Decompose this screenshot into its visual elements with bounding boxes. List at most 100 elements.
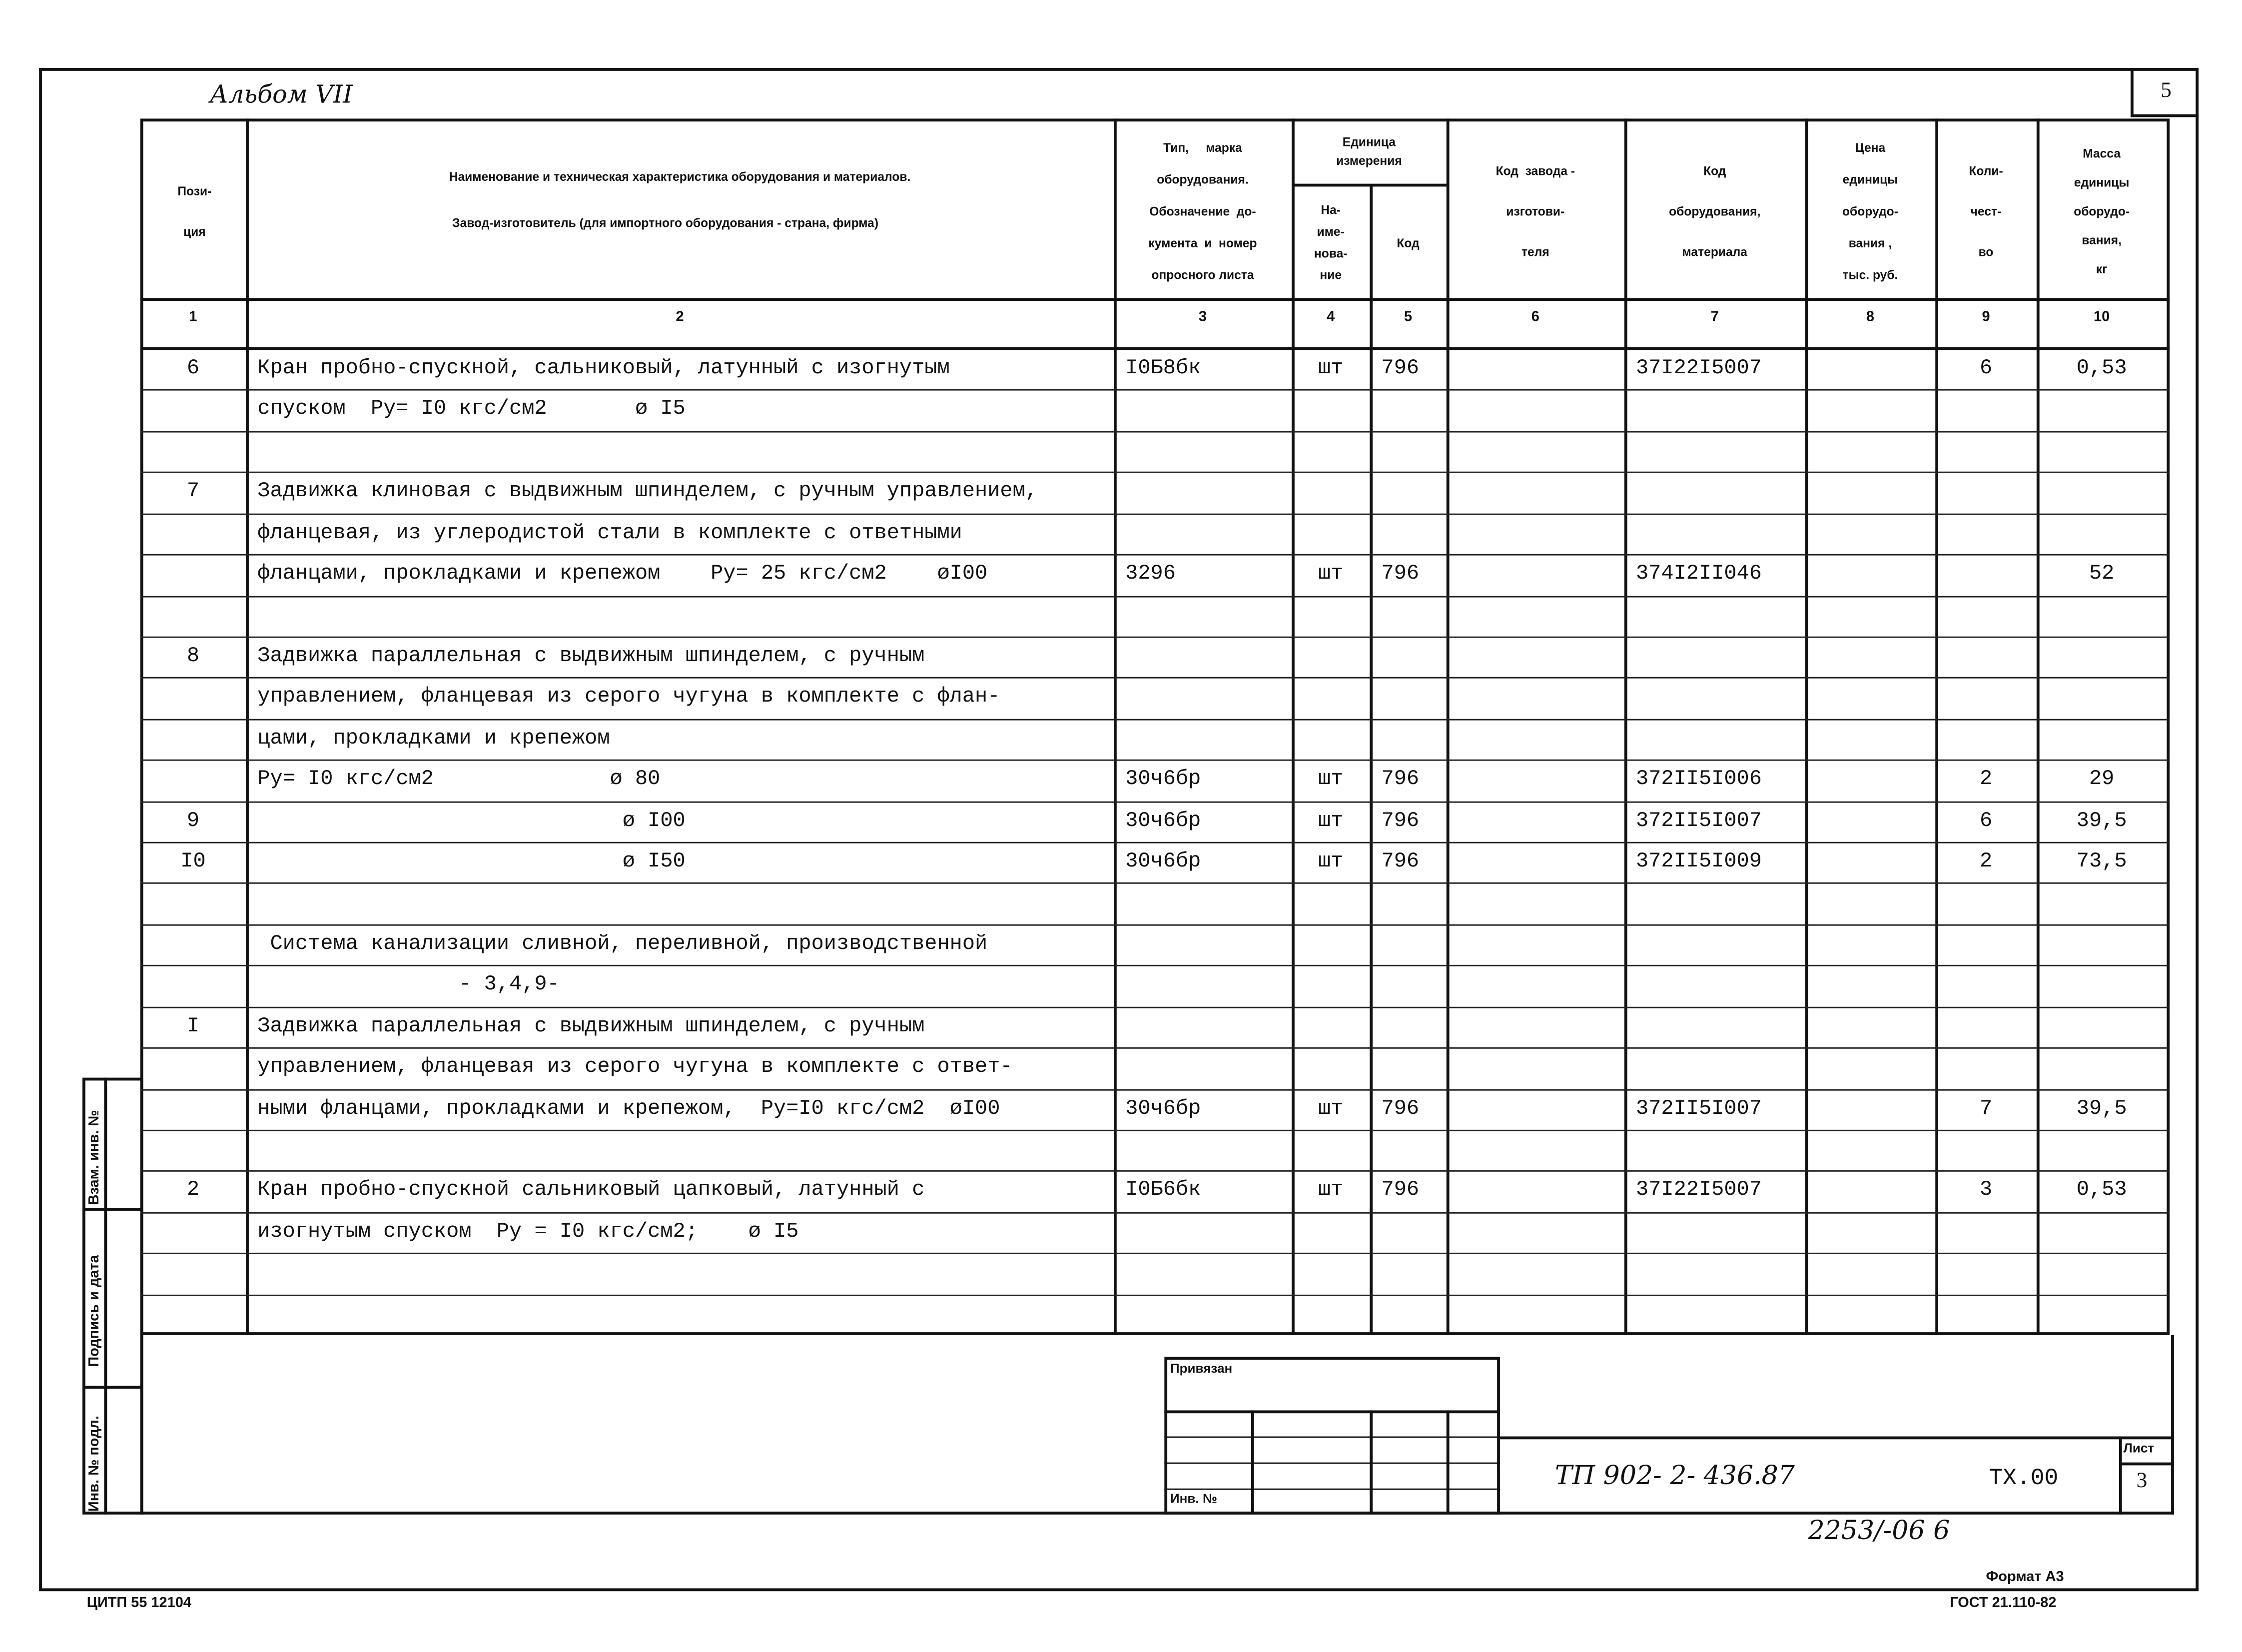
side-label-inventory: Инв. № подл.: [86, 1415, 103, 1512]
row-divider: [140, 965, 2170, 967]
header-unit: Единица измерения: [1336, 134, 1402, 168]
row-divider: [140, 431, 2170, 433]
cell-pos: 6: [186, 357, 200, 381]
cell-equip: 372II5I007: [1636, 809, 1762, 833]
column-divider: [246, 118, 249, 1335]
column-divider: [1624, 118, 1627, 1335]
cell-name: ø I50: [257, 850, 686, 874]
row-divider: [140, 883, 2170, 884]
cell-name: фланцами, прокладками и крепежом Ру= 25 …: [257, 563, 988, 586]
cell-equip: 372II5I006: [1636, 768, 1762, 792]
row-divider: [140, 1253, 2170, 1255]
title-block: [140, 1335, 2174, 1515]
gost-label: ГОСТ 21.110-82: [1950, 1595, 2057, 1612]
cell-pos: 8: [186, 645, 200, 669]
side-label-replacement: Взам. инв. №: [86, 1110, 103, 1205]
cell-name: Задвижка клиновая с выдвижным шпинделем,…: [257, 480, 1038, 504]
column-number: 9: [1982, 309, 1990, 326]
row-divider: [140, 472, 2170, 474]
format-label: Формат А3: [1986, 1569, 2064, 1586]
header-name-line2: Завод-изготовитель (для импортного обору…: [452, 215, 879, 230]
column-divider: [1446, 118, 1450, 1335]
cell-type: I0Б6бк: [1125, 1179, 1201, 1203]
cell-pos: I0: [180, 850, 206, 874]
cell-equip: 37I22I5007: [1636, 357, 1762, 381]
cell-unit: шт: [1318, 1179, 1344, 1203]
header-mass: Масса единицы оборудо- вания, кг: [2074, 145, 2130, 276]
cell-mass: 0,53: [2076, 357, 2127, 381]
table-row: [140, 1294, 2170, 1335]
cell-name: Система канализации сливной, переливной,…: [257, 932, 988, 956]
column-number: 5: [1404, 309, 1413, 326]
cell-qty: 6: [1979, 357, 1993, 381]
cell-code: 796: [1381, 357, 1420, 381]
cell-type: 30ч6бр: [1125, 768, 1201, 792]
sheet-frame: [39, 68, 2199, 1592]
cell-equip: 374I2II046: [1636, 563, 1762, 586]
cell-name: ø I00: [257, 809, 686, 833]
cell-type: 3296: [1125, 563, 1176, 586]
cell-name: управлением, фланцевая из серого чугуна …: [257, 686, 1000, 710]
column-number: 4: [1327, 309, 1335, 326]
row-divider: [140, 1212, 2170, 1214]
header-divider: [140, 298, 2170, 301]
cell-name: спуском Ру= I0 кгс/см2 ø I5: [257, 398, 686, 422]
column-divider: [1805, 118, 1808, 1335]
header-equipment-code: Код оборудования, материала: [1669, 162, 1761, 258]
table-row: [140, 595, 2170, 636]
archive-number: 2253/-06 6: [1808, 1516, 1950, 1547]
cell-name: изогнутым спуском Ру = I0 кгс/см2; ø I5: [257, 1220, 799, 1244]
cell-mass: 39,5: [2076, 1097, 2127, 1121]
cell-qty: 7: [1979, 1097, 1993, 1121]
cell-code: 796: [1381, 768, 1420, 792]
header-divider: [1292, 183, 1447, 187]
spec-table: [140, 118, 2170, 1335]
side-label-signature: Подпись и дата: [86, 1255, 103, 1367]
row-divider: [140, 595, 2170, 597]
cell-unit: шт: [1318, 1097, 1344, 1121]
cell-name: цами, прокладками и крепежом: [257, 727, 610, 751]
row-divider: [140, 677, 2170, 679]
cell-pos: I: [186, 1015, 200, 1038]
column-number: 8: [1866, 309, 1875, 326]
row-divider: [140, 636, 2170, 638]
column-number: 2: [676, 309, 684, 326]
cell-code: 796: [1381, 809, 1420, 833]
table-row: [140, 431, 2170, 472]
table-row: [140, 1253, 2170, 1294]
cell-mass: 73,5: [2076, 850, 2127, 874]
cell-unit: шт: [1318, 563, 1344, 586]
row-divider: [140, 1006, 2170, 1008]
sheet-number: 3: [2136, 1470, 2148, 1493]
row-divider: [140, 1047, 2170, 1049]
cell-unit: шт: [1318, 357, 1344, 381]
cell-code: 796: [1381, 1097, 1420, 1121]
header-quantity: Коли- чест- во: [1969, 162, 2003, 258]
row-divider: [140, 841, 2170, 843]
row-divider: [140, 1294, 2170, 1296]
cell-mass: 39,5: [2076, 809, 2127, 833]
cell-pos: 7: [186, 480, 200, 504]
cell-type: 30ч6бр: [1125, 850, 1201, 874]
stamp-linked: Привязан: [1170, 1361, 1233, 1376]
document-code: ТП 902- 2- 436.87: [1554, 1461, 1795, 1492]
header-divider: [140, 347, 2170, 350]
album-label: Альбом VII: [209, 81, 353, 110]
row-divider: [140, 760, 2170, 762]
row-divider: [140, 389, 2170, 391]
header-unit-code: Код: [1397, 235, 1420, 250]
row-divider: [140, 1129, 2170, 1131]
header-unit-name: На- име- нова- ние: [1314, 201, 1348, 282]
cell-name: фланцевая, из углеродистой стали в компл…: [257, 522, 962, 545]
row-divider: [140, 513, 2170, 515]
table-row: [140, 1130, 2170, 1171]
cell-pos: 9: [186, 809, 200, 833]
column-divider: [1935, 118, 1939, 1335]
cell-equip: 372II5I009: [1636, 850, 1762, 874]
cell-name: Кран пробно-спускной, сальниковый, латун…: [257, 357, 950, 381]
column-divider: [1292, 118, 1295, 1335]
stamp-inventory: Инв. №: [1170, 1491, 1217, 1506]
row-divider: [140, 924, 2170, 926]
side-strip: [82, 1077, 143, 1515]
cell-code: 796: [1381, 850, 1420, 874]
